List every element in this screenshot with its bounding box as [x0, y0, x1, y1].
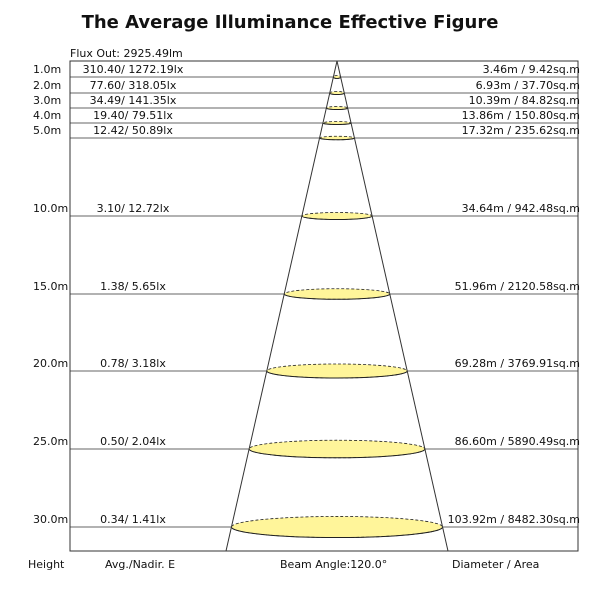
- frame: [69, 60, 579, 552]
- height-label: 25.0m: [33, 435, 68, 448]
- diameter-area-label: 3.46m / 9.42sq.m: [483, 63, 580, 76]
- illuminance-label: 34.49/ 141.35lx: [90, 94, 177, 107]
- diameter-area-label: 69.28m / 3769.91sq.m: [455, 357, 580, 370]
- diameter-area-label: 6.93m / 37.70sq.m: [476, 79, 580, 92]
- illuminance-label: 0.50/ 2.04lx: [100, 435, 166, 448]
- light-spot-edge: [325, 107, 349, 110]
- light-spot-edge: [319, 137, 355, 141]
- diameter-area-label: 13.86m / 150.80sq.m: [462, 109, 580, 122]
- diameter-area-label: 86.60m / 5890.49sq.m: [455, 435, 580, 448]
- diameter-area-label: 51.96m / 2120.58sq.m: [455, 280, 580, 293]
- illuminance-label: 77.60/ 318.05lx: [90, 79, 177, 92]
- light-spot-edge: [283, 293, 391, 300]
- footer-height: Height: [28, 558, 65, 571]
- height-label: 30.0m: [33, 513, 68, 526]
- diameter-area-label: 17.32m / 235.62sq.m: [462, 124, 580, 137]
- height-label: 2.0m: [33, 79, 61, 92]
- footer-beam-angle: Beam Angle:120.0°: [280, 558, 387, 571]
- beam-edge: [336, 60, 449, 552]
- illuminance-label: 12.42/ 50.89lx: [93, 124, 173, 137]
- light-spot-edge: [230, 526, 444, 539]
- light-spot-edge: [248, 448, 426, 459]
- illuminance-label: 3.10/ 12.72lx: [97, 202, 170, 215]
- diameter-area-label: 103.92m / 8482.30sq.m: [448, 513, 580, 526]
- illuminance-label: 1.38/ 5.65lx: [100, 280, 166, 293]
- height-label: 15.0m: [33, 280, 68, 293]
- title: The Average Illuminance Effective Figure: [82, 12, 499, 33]
- illuminance-label: 0.34/ 1.41lx: [100, 513, 166, 526]
- illuminance-label: 310.40/ 1272.19lx: [83, 63, 184, 76]
- light-spot-edge: [301, 215, 373, 220]
- illuminance-label: 0.78/ 3.18lx: [100, 357, 166, 370]
- height-label: 3.0m: [33, 94, 61, 107]
- light-spot-edge: [266, 370, 408, 379]
- diameter-area-label: 10.39m / 84.82sq.m: [469, 94, 580, 107]
- light-spot-edge: [322, 122, 352, 125]
- height-label: 20.0m: [33, 357, 68, 370]
- rows: 1.0m 310.40/ 1272.19lx 3.46m / 9.42sq.m 2.0…: [33, 63, 580, 539]
- height-label: 10.0m: [33, 202, 68, 215]
- beam-edge: [225, 60, 338, 552]
- light-spot-edge: [329, 92, 345, 95]
- height-label: 1.0m: [33, 63, 61, 76]
- footer-diameter: Diameter / Area: [452, 558, 539, 571]
- height-label: 4.0m: [33, 109, 61, 122]
- footer-illuminance: Avg./Nadir. E: [105, 558, 175, 571]
- height-label: 5.0m: [33, 124, 61, 137]
- diameter-area-label: 34.64m / 942.48sq.m: [462, 202, 580, 215]
- flux-out: Flux Out: 2925.49lm: [70, 47, 183, 60]
- illuminance-label: 19.40/ 79.51lx: [93, 109, 173, 122]
